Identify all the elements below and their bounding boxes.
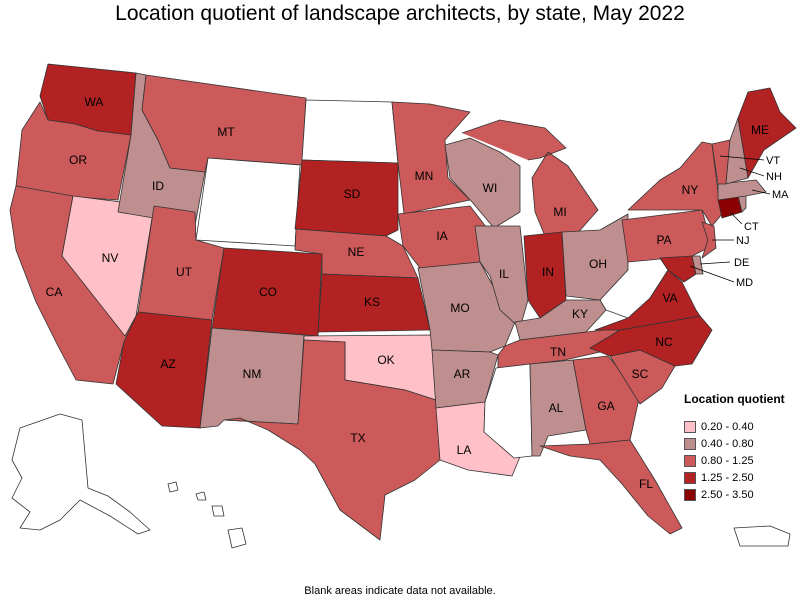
legend-item: 2.50 - 3.50: [684, 486, 796, 503]
label-NV: NV: [102, 251, 119, 265]
label-NY: NY: [682, 183, 699, 197]
label-NH: NH: [766, 171, 782, 183]
legend-swatch: [684, 454, 696, 467]
label-NM: NM: [243, 367, 262, 381]
leader-VT: [719, 155, 765, 161]
state-SD[interactable]: [294, 159, 399, 237]
state-WY[interactable]: [195, 157, 301, 247]
state-MT[interactable]: [141, 74, 307, 173]
label-OK: OK: [377, 353, 394, 367]
label-NC: NC: [655, 335, 673, 349]
legend-item: 0.80 - 1.25: [684, 452, 796, 469]
state-MA[interactable]: [717, 179, 767, 201]
label-UT: UT: [176, 265, 193, 279]
legend-item: 0.40 - 0.80: [684, 435, 796, 452]
state-MD[interactable]: [659, 255, 697, 283]
state-TX[interactable]: [223, 339, 441, 541]
label-MN: MN: [415, 169, 434, 183]
state-ME[interactable]: [737, 87, 797, 179]
legend-items: 0.20 - 0.40 0.40 - 0.80 0.80 - 1.25 1.25 - …: [684, 418, 796, 503]
state-OR[interactable]: [15, 101, 132, 201]
state-labels: WA OR CA NV ID MT UT AZ CO NM SD NE KS O…: [46, 95, 769, 491]
label-CT: CT: [744, 221, 759, 233]
legend-item: 1.25 - 2.50: [684, 469, 796, 486]
label-IL: IL: [499, 267, 509, 281]
label-WI: WI: [483, 181, 498, 195]
label-MD: MD: [736, 277, 753, 289]
legend-swatch: [684, 488, 696, 501]
label-VT: VT: [766, 155, 780, 167]
label-LA: LA: [457, 443, 472, 457]
state-AZ[interactable]: [115, 311, 213, 429]
legend-item: 0.20 - 0.40: [684, 418, 796, 435]
label-CO: CO: [259, 285, 277, 299]
label-MA: MA: [772, 189, 789, 201]
state-AK[interactable]: [11, 413, 151, 535]
label-MI: MI: [553, 205, 566, 219]
map-title: Location quotient of landscape architect…: [115, 2, 685, 25]
label-TN: TN: [550, 345, 566, 359]
legend-title: Location quotient: [684, 392, 785, 406]
state-ND[interactable]: [301, 99, 399, 164]
legend-swatch: [684, 437, 696, 450]
leader-CT: [729, 211, 743, 225]
label-DE: DE: [734, 257, 749, 269]
label-KS: KS: [364, 295, 380, 309]
leader-MA: [751, 189, 771, 195]
state-MI[interactable]: [461, 119, 599, 237]
state-IL[interactable]: [474, 225, 529, 329]
label-NJ: NJ: [736, 235, 749, 247]
state-HI[interactable]: [167, 481, 247, 549]
label-AZ: AZ: [160, 357, 175, 371]
label-NE: NE: [348, 245, 365, 259]
label-TX: TX: [350, 431, 365, 445]
state-FL[interactable]: [539, 439, 683, 535]
label-ME: ME: [751, 123, 769, 137]
state-NY[interactable]: [627, 141, 723, 227]
label-SC: SC: [632, 367, 649, 381]
leader-NH: [739, 167, 765, 177]
state-MN[interactable]: [391, 101, 471, 215]
label-ID: ID: [152, 179, 164, 193]
legend: Location quotient 0.20 - 0.40 0.40 - 0.80…: [684, 392, 796, 503]
label-KY: KY: [572, 307, 588, 321]
label-AL: AL: [549, 401, 564, 415]
state-WI[interactable]: [444, 137, 521, 229]
label-CA: CA: [46, 285, 63, 299]
legend-label: 0.80 - 1.25: [701, 454, 754, 467]
label-MT: MT: [217, 125, 235, 139]
label-PA: PA: [656, 233, 671, 247]
state-AR[interactable]: [431, 349, 499, 409]
label-FL: FL: [639, 477, 653, 491]
label-OH: OH: [589, 257, 607, 271]
leader-DE: [699, 261, 731, 265]
label-OR: OR: [69, 153, 87, 167]
footnote: Blank areas indicate data not available.: [304, 585, 496, 597]
legend-swatch: [684, 420, 696, 433]
state-PA[interactable]: [621, 209, 713, 263]
label-SD: SD: [344, 187, 361, 201]
leader-MD: [689, 265, 735, 283]
label-IN: IN: [542, 265, 554, 279]
legend-swatch: [684, 471, 696, 484]
northeast-callouts: VT NH MA CT NJ DE MD: [689, 155, 789, 289]
label-VA: VA: [662, 291, 677, 305]
label-MO: MO: [450, 301, 469, 315]
legend-label: 0.40 - 0.80: [701, 437, 754, 450]
legend-label: 1.25 - 2.50: [701, 471, 754, 484]
label-AR: AR: [454, 367, 471, 381]
legend-label: 0.20 - 0.40: [701, 420, 754, 433]
label-IA: IA: [436, 229, 447, 243]
label-GA: GA: [597, 399, 614, 413]
label-WA: WA: [85, 95, 104, 109]
state-PR[interactable]: [733, 525, 791, 547]
legend-label: 2.50 - 3.50: [701, 488, 754, 501]
